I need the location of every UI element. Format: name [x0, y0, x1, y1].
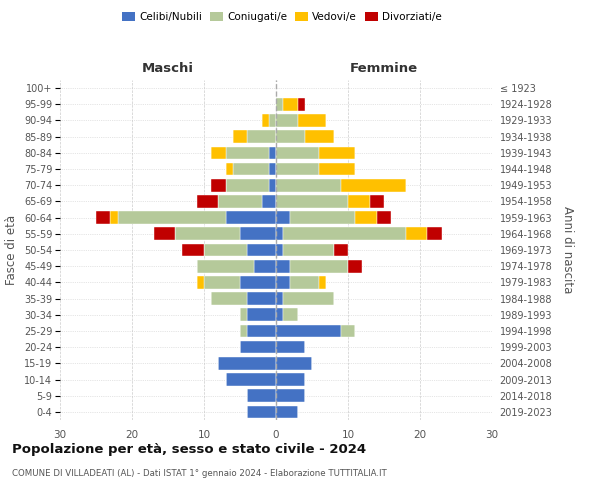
Bar	[290, 212, 355, 224]
Bar	[226, 373, 276, 386]
Bar	[319, 162, 355, 175]
Bar	[319, 146, 355, 159]
Bar	[276, 276, 290, 288]
Bar	[247, 406, 276, 418]
Bar	[233, 130, 247, 143]
Bar	[276, 244, 283, 256]
Legend: Celibi/Nubili, Coniugati/e, Vedovi/e, Divorziati/e: Celibi/Nubili, Coniugati/e, Vedovi/e, Di…	[118, 8, 446, 26]
Bar	[233, 162, 269, 175]
Bar	[240, 228, 276, 240]
Bar	[355, 212, 377, 224]
Bar	[283, 98, 298, 110]
Bar	[283, 308, 298, 321]
Bar	[427, 228, 442, 240]
Bar	[290, 260, 348, 272]
Bar	[247, 308, 276, 321]
Bar	[247, 292, 276, 305]
Bar	[247, 244, 276, 256]
Bar	[240, 324, 247, 338]
Bar	[240, 276, 276, 288]
Y-axis label: Anni di nascita: Anni di nascita	[561, 206, 574, 294]
Bar	[276, 162, 319, 175]
Bar	[276, 98, 283, 110]
Bar	[118, 212, 226, 224]
Bar	[197, 260, 254, 272]
Bar	[341, 179, 406, 192]
Bar	[197, 276, 204, 288]
Bar	[298, 114, 326, 127]
Bar	[298, 98, 305, 110]
Bar	[269, 162, 276, 175]
Bar	[283, 228, 406, 240]
Bar	[247, 324, 276, 338]
Bar	[211, 179, 226, 192]
Bar	[218, 195, 262, 207]
Bar	[276, 308, 283, 321]
Bar	[197, 195, 218, 207]
Bar	[370, 195, 384, 207]
Bar	[218, 357, 276, 370]
Bar	[319, 276, 326, 288]
Bar	[283, 244, 334, 256]
Bar	[211, 292, 247, 305]
Bar	[406, 228, 427, 240]
Bar	[283, 292, 334, 305]
Bar	[305, 130, 334, 143]
Bar	[226, 212, 276, 224]
Bar	[348, 260, 362, 272]
Text: COMUNE DI VILLADEATI (AL) - Dati ISTAT 1° gennaio 2024 - Elaborazione TUTTITALIA: COMUNE DI VILLADEATI (AL) - Dati ISTAT 1…	[12, 469, 387, 478]
Bar	[276, 130, 305, 143]
Bar	[110, 212, 118, 224]
Bar	[276, 212, 290, 224]
Bar	[182, 244, 204, 256]
Bar	[240, 341, 276, 353]
Bar	[254, 260, 276, 272]
Bar	[96, 212, 110, 224]
Bar	[276, 406, 298, 418]
Bar	[348, 195, 370, 207]
Bar	[276, 146, 319, 159]
Text: Femmine: Femmine	[350, 62, 418, 75]
Bar	[269, 114, 276, 127]
Bar	[247, 390, 276, 402]
Bar	[262, 195, 276, 207]
Bar	[276, 114, 298, 127]
Bar	[276, 357, 312, 370]
Bar	[276, 373, 305, 386]
Bar	[211, 146, 226, 159]
Bar	[269, 179, 276, 192]
Bar	[341, 324, 355, 338]
Bar	[276, 324, 341, 338]
Bar	[175, 228, 240, 240]
Bar	[204, 244, 247, 256]
Bar	[334, 244, 348, 256]
Bar	[226, 162, 233, 175]
Bar	[269, 146, 276, 159]
Bar	[276, 179, 341, 192]
Bar	[276, 195, 348, 207]
Bar	[247, 130, 276, 143]
Bar	[226, 146, 269, 159]
Bar	[276, 341, 305, 353]
Bar	[154, 228, 175, 240]
Bar	[240, 308, 247, 321]
Bar	[262, 114, 269, 127]
Bar	[276, 260, 290, 272]
Bar	[276, 390, 305, 402]
Bar	[276, 292, 283, 305]
Bar	[290, 276, 319, 288]
Text: Maschi: Maschi	[142, 62, 194, 75]
Bar	[226, 179, 269, 192]
Bar	[377, 212, 391, 224]
Bar	[204, 276, 240, 288]
Bar	[276, 228, 283, 240]
Text: Popolazione per età, sesso e stato civile - 2024: Popolazione per età, sesso e stato civil…	[12, 442, 366, 456]
Y-axis label: Fasce di età: Fasce di età	[5, 215, 19, 285]
